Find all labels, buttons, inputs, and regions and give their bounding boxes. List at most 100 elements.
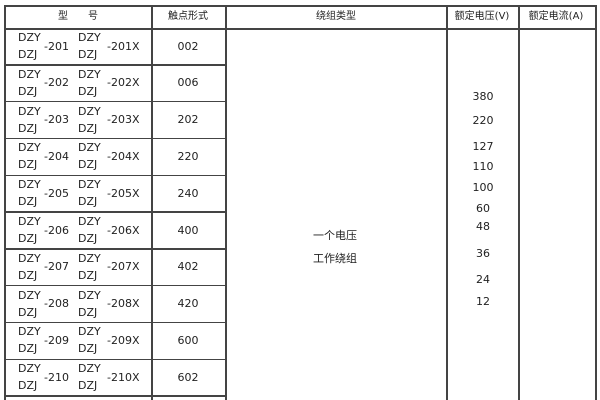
column-divider [446, 5, 448, 400]
prefix2-top: DZY [78, 251, 101, 265]
model-number: -205 [44, 186, 69, 200]
prefix-bottom: DZJ [18, 342, 38, 356]
contact-form-value: 220 [177, 149, 199, 163]
model-number-x: -207X [107, 260, 140, 274]
prefix-bottom: DZJ [18, 121, 38, 135]
prefix2-top: DZY [78, 178, 101, 192]
model-number-x: -202X [107, 76, 140, 90]
row-divider [4, 284, 226, 287]
winding-line-2: 工作绕组 [313, 252, 357, 265]
model-number-x: -209X [107, 333, 140, 347]
prefix2-bottom: DZJ [78, 195, 98, 209]
voltage-value: 220 [472, 114, 494, 127]
prefix2-bottom: DZJ [78, 342, 98, 356]
row-divider [4, 321, 226, 324]
prefix-bottom: DZJ [18, 84, 38, 98]
voltage-value: 60 [476, 202, 490, 215]
model-number: -209 [44, 333, 69, 347]
contact-form-value: 402 [177, 260, 199, 274]
contact-form-value: 600 [177, 333, 199, 347]
prefix2-bottom: DZJ [78, 232, 98, 245]
prefix2-bottom: DZJ [78, 121, 98, 135]
row-divider [4, 211, 226, 213]
prefix-top: DZY [18, 288, 41, 302]
prefix-bottom: DZJ [18, 379, 38, 393]
winding-line-1: 一个电压 [313, 229, 357, 242]
prefix-bottom: DZJ [18, 158, 38, 172]
voltage-value: 380 [472, 90, 494, 103]
prefix-top: DZY [18, 104, 41, 118]
model-number: -208 [44, 297, 69, 311]
voltage-value: 12 [476, 295, 490, 308]
contact-form-value: 240 [177, 186, 199, 200]
prefix2-bottom: DZJ [78, 379, 98, 393]
model-number: -204 [44, 149, 69, 163]
header-winding-type: 绕组类型 [316, 11, 356, 22]
prefix-top: DZY [18, 67, 41, 81]
header-rated-voltage: 额定电压(V) [454, 11, 510, 22]
column-divider [518, 5, 520, 400]
model-number-x: -205X [107, 186, 140, 200]
contact-form-value: 400 [177, 223, 199, 237]
row-divider [4, 248, 226, 250]
model-number-x: -204X [107, 149, 140, 163]
column-divider [595, 5, 597, 400]
model-number-x: -210X [107, 370, 140, 384]
voltage-value: 127 [472, 140, 494, 153]
prefix-top: DZY [18, 215, 41, 228]
header-model: 型 号 [58, 11, 98, 22]
prefix-top: DZY [18, 362, 41, 376]
row-divider [4, 358, 226, 360]
prefix-bottom: DZJ [18, 232, 38, 245]
model-number: -206 [44, 223, 69, 237]
contact-form-value: 006 [177, 76, 199, 90]
prefix-top: DZY [18, 251, 41, 265]
contact-form-value: 420 [177, 297, 199, 311]
prefix2-bottom: DZJ [78, 305, 98, 319]
voltage-value: 36 [476, 247, 490, 260]
prefix2-bottom: DZJ [78, 158, 98, 172]
model-number: -201 [44, 39, 69, 53]
prefix2-top: DZY [78, 288, 101, 302]
contact-form-value: 202 [177, 113, 199, 127]
header-contact-form: 触点形式 [168, 11, 208, 22]
column-divider [151, 5, 153, 400]
model-number: -202 [44, 76, 69, 90]
prefix-top: DZY [18, 31, 41, 44]
model-number: -210 [44, 370, 69, 384]
model-number-x: -203X [107, 113, 140, 127]
prefix-bottom: DZJ [18, 195, 38, 209]
row-divider [4, 395, 226, 397]
prefix-bottom: DZJ [18, 268, 38, 282]
prefix2-top: DZY [78, 215, 101, 228]
prefix-top: DZY [18, 141, 41, 155]
row-divider [4, 174, 226, 176]
row-divider [4, 100, 226, 103]
prefix2-top: DZY [78, 325, 101, 339]
model-number: -203 [44, 113, 69, 127]
prefix-bottom: DZJ [18, 48, 38, 61]
voltage-value: 24 [476, 273, 490, 286]
column-divider [225, 5, 227, 400]
prefix-top: DZY [18, 325, 41, 339]
model-number: -207 [44, 260, 69, 274]
prefix-bottom: DZJ [18, 305, 38, 319]
prefix2-bottom: DZJ [78, 268, 98, 282]
model-number-x: -201X [107, 39, 140, 53]
voltage-value: 48 [476, 220, 490, 233]
voltage-value: 100 [472, 181, 494, 194]
model-number-x: -206X [107, 223, 140, 237]
prefix2-top: DZY [78, 31, 101, 44]
prefix2-top: DZY [78, 67, 101, 81]
row-divider [4, 64, 226, 66]
header-rated-current: 额定电流(A) [528, 11, 584, 22]
table-border-top [4, 5, 596, 7]
prefix2-top: DZY [78, 141, 101, 155]
column-divider [4, 5, 6, 400]
prefix2-top: DZY [78, 104, 101, 118]
prefix2-top: DZY [78, 362, 101, 376]
voltage-value: 110 [472, 160, 494, 173]
prefix2-bottom: DZJ [78, 48, 98, 61]
model-number-x: -208X [107, 297, 140, 311]
prefix-top: DZY [18, 178, 41, 192]
